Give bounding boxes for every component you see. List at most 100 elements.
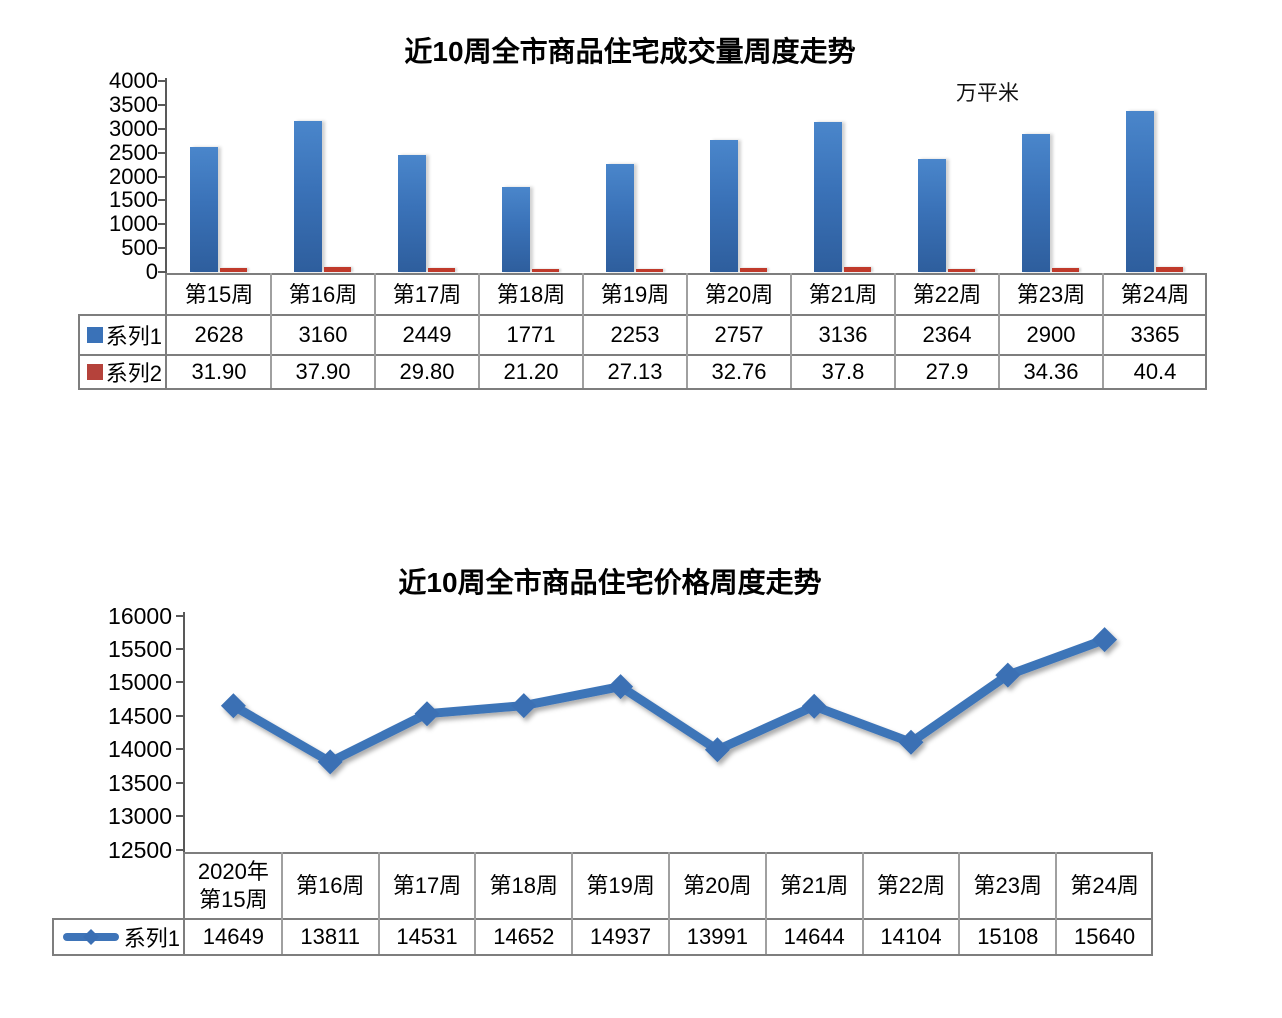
category-label: 第18周	[496, 281, 566, 307]
y-axis-tick-label: 13000	[108, 803, 172, 830]
bar-series-1	[190, 147, 218, 272]
legend-border-left	[78, 314, 80, 390]
bar-series-1	[294, 121, 322, 272]
y-axis-tick	[176, 848, 184, 851]
y-axis-tick	[176, 681, 184, 684]
value-cell-series-1: 14531	[396, 924, 458, 949]
y-axis-tick	[176, 748, 184, 751]
value-cell-series-1: 3136	[818, 322, 868, 347]
category-label: 第24周	[1120, 281, 1190, 307]
category-label: 第17周	[392, 873, 462, 898]
value-cell-series-2: 31.90	[191, 359, 247, 384]
value-cell-series-1: 13991	[686, 924, 748, 949]
legend-label: 系列1	[123, 926, 180, 951]
line-marker-diamond	[608, 674, 634, 700]
price-line-group	[220, 627, 1118, 775]
y-axis-tick-label: 2500	[109, 139, 158, 165]
y-axis-tick	[176, 815, 184, 818]
legend-border-left	[52, 918, 54, 956]
bar-series-2	[532, 269, 559, 272]
category-label: 第15周	[184, 281, 254, 307]
bar-series-2	[428, 268, 455, 272]
table-border-right	[1205, 273, 1207, 390]
category-label: 第21周	[808, 281, 878, 307]
price-line-svg	[220, 627, 1118, 775]
y-axis-tick-label: 15000	[108, 669, 172, 696]
value-cell-series-2: 34.36	[1023, 359, 1079, 384]
line-chart-title: 近10周全市商品住宅价格周度走势	[398, 567, 822, 598]
bar-series-2	[740, 268, 767, 272]
y-axis-tick-label: 2000	[109, 163, 158, 189]
line-marker-diamond	[898, 729, 924, 755]
category-label: 第20周	[683, 873, 752, 898]
y-axis-tick	[158, 103, 166, 106]
value-cell-series-1: 1771	[506, 322, 556, 347]
value-cell-series-1: 2449	[402, 322, 452, 347]
table-grid-line	[668, 852, 670, 954]
value-cell-series-1: 2364	[922, 322, 972, 347]
category-label: 2020年 第15周	[197, 859, 269, 912]
line-marker-diamond	[1092, 627, 1118, 653]
y-axis-tick-label: 500	[121, 235, 158, 261]
y-axis-line	[183, 612, 185, 854]
category-label: 第16周	[288, 281, 358, 307]
table-border-bottom	[78, 388, 1207, 390]
value-cell-series-2: 27.13	[607, 359, 663, 384]
bar-series-1	[606, 164, 634, 272]
value-cell-series-2: 29.80	[399, 359, 455, 384]
line-series-icon	[62, 929, 119, 945]
table-grid-line	[474, 852, 476, 954]
bar-series-1	[1126, 111, 1154, 272]
bar-series-2	[1052, 268, 1079, 272]
bar-series-1	[710, 140, 738, 272]
bar-series-1	[1022, 134, 1050, 272]
y-axis-tick	[158, 80, 166, 82]
legend-label: 系列2	[105, 361, 162, 386]
y-axis-tick-label: 0	[145, 259, 158, 284]
legend-label: 系列1	[105, 324, 162, 349]
table-grid-line	[1055, 852, 1057, 954]
bar-series-1	[918, 159, 946, 272]
y-axis-tick-label: 15500	[108, 635, 172, 662]
y-axis-tick	[158, 151, 166, 154]
line-marker-diamond	[317, 749, 343, 775]
value-cell-series-2: 27.9	[925, 359, 969, 384]
bar-series-1	[814, 122, 842, 272]
bar-chart-title: 近10周全市商品住宅成交量周度走势	[404, 36, 856, 67]
y-axis-tick-label: 14000	[108, 736, 172, 763]
value-cell-series-1: 14104	[880, 924, 942, 949]
table-grid-line	[281, 852, 283, 954]
value-cell-series-1: 2253	[610, 322, 660, 347]
value-cell-series-1: 15108	[977, 924, 1039, 949]
table-grid-line	[378, 852, 380, 954]
value-cell-series-2: 32.76	[711, 359, 767, 384]
table-grid-line	[78, 354, 1207, 356]
table-border-left	[183, 852, 185, 956]
price-line	[228, 635, 1110, 767]
table-grid-line	[894, 273, 896, 388]
value-cell-series-1: 13811	[300, 924, 360, 949]
value-cell-series-2: 37.8	[821, 359, 865, 384]
table-grid-line	[571, 852, 573, 954]
line-marker-diamond	[704, 737, 730, 763]
category-label: 第17周	[392, 281, 462, 307]
value-cell-series-1: 14649	[202, 924, 264, 949]
y-axis-tick-label: 13500	[108, 769, 172, 796]
bar-series-2	[1156, 267, 1183, 272]
bar-series-2	[636, 269, 663, 272]
bar-series-2	[324, 267, 351, 272]
y-axis-tick-label: 3000	[109, 115, 158, 141]
category-label: 第20周	[704, 281, 774, 307]
y-axis-tick	[176, 781, 184, 784]
line-marker-diamond	[801, 693, 827, 719]
table-grid-line	[958, 852, 960, 954]
table-grid-line	[78, 314, 1207, 316]
y-axis-tick-label: 4000	[109, 68, 158, 93]
table-border-bottom	[52, 954, 1153, 956]
table-grid-line	[862, 852, 864, 954]
line-marker-diamond	[511, 693, 537, 719]
category-label: 第18周	[489, 873, 559, 898]
category-label: 第22周	[876, 873, 946, 898]
value-cell-series-2: 21.20	[503, 359, 559, 384]
